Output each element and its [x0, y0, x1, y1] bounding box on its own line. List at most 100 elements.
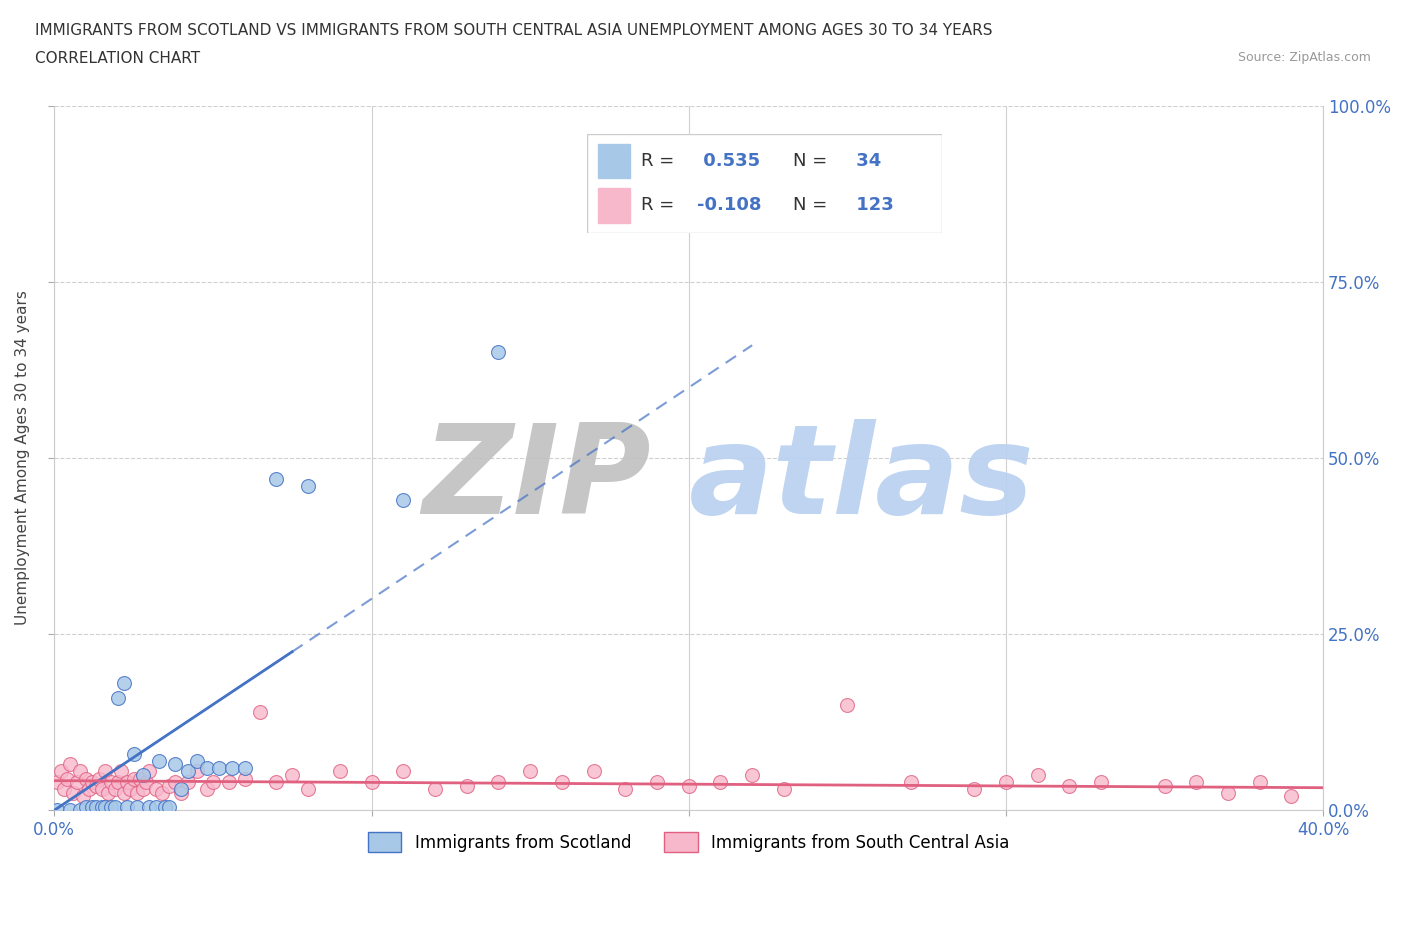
Point: [46, 803, 69, 817]
Point: [112, 785, 135, 800]
Point: [94, 764, 117, 779]
Point: [138, 764, 160, 779]
Point: [75, 799, 97, 814]
Point: [329, 764, 352, 779]
Point: [103, 799, 125, 814]
Point: [49, 764, 72, 779]
Point: [456, 778, 478, 793]
Point: [582, 764, 605, 779]
Point: [150, 785, 173, 800]
Point: [125, 785, 148, 800]
Point: [1249, 775, 1271, 790]
Point: [103, 782, 125, 797]
Point: [170, 782, 193, 797]
Point: [392, 764, 415, 779]
Text: ZIP: ZIP: [422, 418, 651, 539]
Point: [1216, 785, 1239, 800]
Point: [423, 782, 446, 797]
Text: IMMIGRANTS FROM SCOTLAND VS IMMIGRANTS FROM SOUTH CENTRAL ASIA UNEMPLOYMENT AMON: IMMIGRANTS FROM SCOTLAND VS IMMIGRANTS F…: [35, 23, 993, 38]
Point: [110, 764, 132, 779]
Point: [281, 767, 304, 782]
Point: [360, 775, 382, 790]
Point: [84, 799, 107, 814]
Point: [1281, 789, 1303, 804]
Y-axis label: Unemployment Among Ages 30 to 34 years: Unemployment Among Ages 30 to 34 years: [15, 290, 30, 625]
Point: [77, 782, 100, 797]
Point: [678, 778, 700, 793]
Point: [117, 775, 139, 790]
Point: [122, 771, 145, 786]
Point: [221, 761, 243, 776]
Point: [90, 782, 112, 797]
Point: [1153, 778, 1175, 793]
Point: [195, 761, 218, 776]
Point: [117, 799, 139, 814]
Point: [233, 761, 256, 776]
Point: [1026, 767, 1049, 782]
Point: [233, 771, 256, 786]
Point: [208, 761, 231, 776]
Point: [176, 764, 198, 779]
Point: [1059, 778, 1081, 793]
Point: [97, 785, 120, 800]
Point: [145, 799, 167, 814]
Point: [963, 782, 986, 797]
Point: [176, 775, 198, 790]
Point: [614, 782, 637, 797]
Point: [163, 757, 186, 772]
Point: [82, 799, 104, 814]
Point: [135, 775, 157, 790]
Point: [709, 775, 731, 790]
Point: [69, 764, 91, 779]
Point: [195, 782, 218, 797]
Point: [52, 782, 75, 797]
Point: [59, 757, 82, 772]
Point: [157, 778, 180, 793]
Point: [138, 799, 160, 814]
Point: [65, 775, 87, 790]
Point: [120, 782, 142, 797]
Point: [1185, 775, 1208, 790]
Point: [132, 767, 155, 782]
Point: [132, 782, 155, 797]
Point: [56, 771, 79, 786]
Point: [157, 799, 180, 814]
Point: [266, 775, 288, 790]
Legend: Immigrants from Scotland, Immigrants from South Central Asia: Immigrants from Scotland, Immigrants fro…: [361, 826, 1017, 858]
Point: [75, 771, 97, 786]
Point: [100, 799, 122, 814]
Point: [84, 778, 107, 793]
Point: [90, 799, 112, 814]
Text: CORRELATION CHART: CORRELATION CHART: [35, 51, 200, 66]
Point: [46, 775, 69, 790]
Point: [773, 782, 796, 797]
Point: [129, 771, 152, 786]
Text: atlas: atlas: [689, 418, 1035, 539]
Point: [112, 676, 135, 691]
Point: [69, 803, 91, 817]
Point: [486, 775, 509, 790]
Point: [837, 698, 859, 712]
Point: [392, 493, 415, 508]
Point: [741, 767, 763, 782]
Point: [125, 799, 148, 814]
Point: [107, 775, 129, 790]
Point: [145, 782, 167, 797]
Point: [900, 775, 922, 790]
Point: [94, 799, 117, 814]
Point: [994, 775, 1017, 790]
Point: [87, 771, 110, 786]
Point: [186, 764, 208, 779]
Point: [122, 747, 145, 762]
Point: [186, 753, 208, 768]
Point: [155, 799, 177, 814]
Point: [62, 785, 84, 800]
Point: [59, 803, 82, 817]
Point: [297, 782, 319, 797]
Point: [1090, 775, 1112, 790]
Point: [218, 775, 240, 790]
Point: [201, 775, 224, 790]
Point: [645, 775, 668, 790]
Point: [82, 775, 104, 790]
Point: [107, 690, 129, 705]
